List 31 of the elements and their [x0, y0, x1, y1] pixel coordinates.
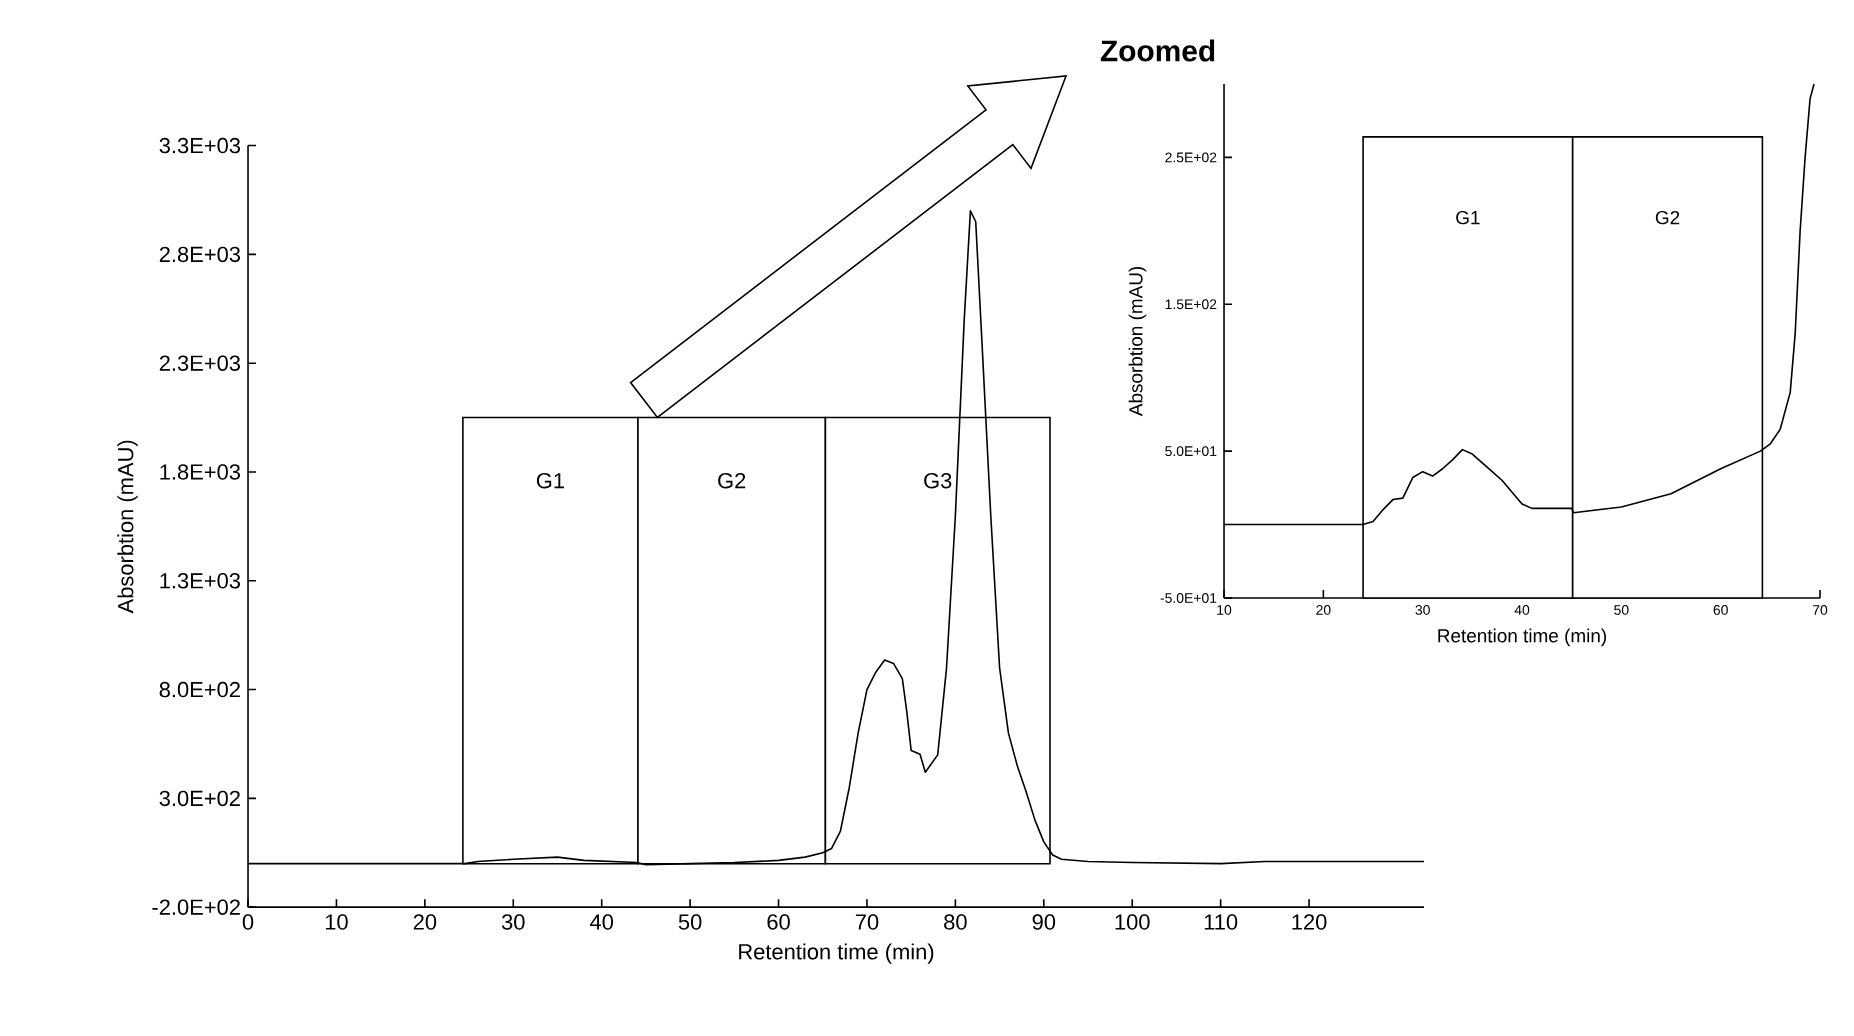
y-tick-label: 2.8E+03: [159, 246, 240, 263]
y-axis-title: Absorbtion (mAU): [1128, 266, 1147, 417]
x-tick-label: 70: [855, 914, 879, 930]
band-label: G3: [924, 472, 952, 489]
x-tick-label: 100: [1115, 914, 1150, 930]
x-tick-label: 10: [325, 914, 348, 930]
y-tick-label: 8.0E+02: [159, 681, 240, 698]
band-label: G2: [1655, 210, 1680, 225]
x-axis-title: Retention time (min): [739, 943, 934, 964]
x-axis-title: Retention time (min): [1438, 628, 1607, 647]
y-tick-label: 1.8E+03: [160, 464, 240, 480]
x-tick-label: 0: [242, 914, 254, 930]
x-tick-label: 50: [678, 914, 702, 930]
x-tick-label: 90: [1032, 914, 1056, 930]
band-label: G1: [536, 472, 564, 489]
y-tick-label: -2.0E+02: [152, 899, 240, 915]
x-tick-label: 80: [944, 914, 967, 930]
y-tick-label: 2.3E+03: [159, 355, 240, 371]
x-tick-label: 30: [501, 914, 525, 930]
x-tick-label: 40: [590, 914, 614, 930]
band-label: G1: [1456, 210, 1480, 225]
x-tick-label: 60: [767, 914, 790, 930]
x-tick-label: 110: [1204, 914, 1238, 930]
chart-title: Zoomed: [1100, 39, 1215, 62]
y-tick-label: 1.3E+03: [160, 573, 240, 589]
x-tick-label: 20: [413, 914, 437, 930]
x-tick-label: 120: [1292, 914, 1327, 930]
y-tick-label: 3.0E+02: [159, 790, 240, 807]
y-tick-label: 3.3E+03: [159, 137, 240, 154]
y-axis-title: Absorbtion (mAU): [117, 440, 138, 614]
band-label: G2: [718, 472, 746, 489]
